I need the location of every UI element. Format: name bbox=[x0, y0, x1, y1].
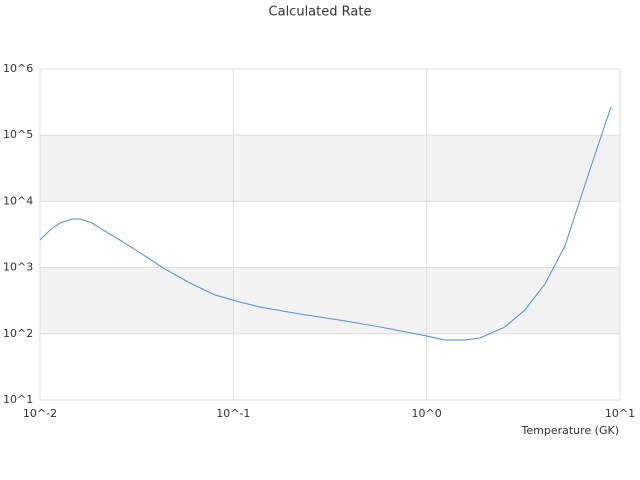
data-line bbox=[39, 106, 612, 341]
y-tick-label: 10^4 bbox=[3, 194, 33, 207]
y-tick-label: 10^1 bbox=[3, 393, 33, 406]
x-tick-label: 10^1 bbox=[605, 407, 635, 420]
x-axis-label: Temperature (GK) bbox=[521, 424, 620, 437]
x-tick-label: 10^0 bbox=[412, 407, 442, 420]
y-tick-label: 10^5 bbox=[3, 128, 33, 141]
chart-title: Calculated Rate bbox=[269, 5, 372, 20]
grid-band bbox=[40, 135, 620, 202]
x-tick-label: 10^-1 bbox=[216, 407, 250, 420]
y-tick-label: 10^6 bbox=[3, 62, 33, 75]
y-tick-label: 10^3 bbox=[3, 261, 33, 274]
y-tick-label: 10^2 bbox=[3, 327, 33, 340]
x-tick-label: 10^-2 bbox=[23, 407, 57, 420]
grid-band bbox=[40, 267, 620, 334]
